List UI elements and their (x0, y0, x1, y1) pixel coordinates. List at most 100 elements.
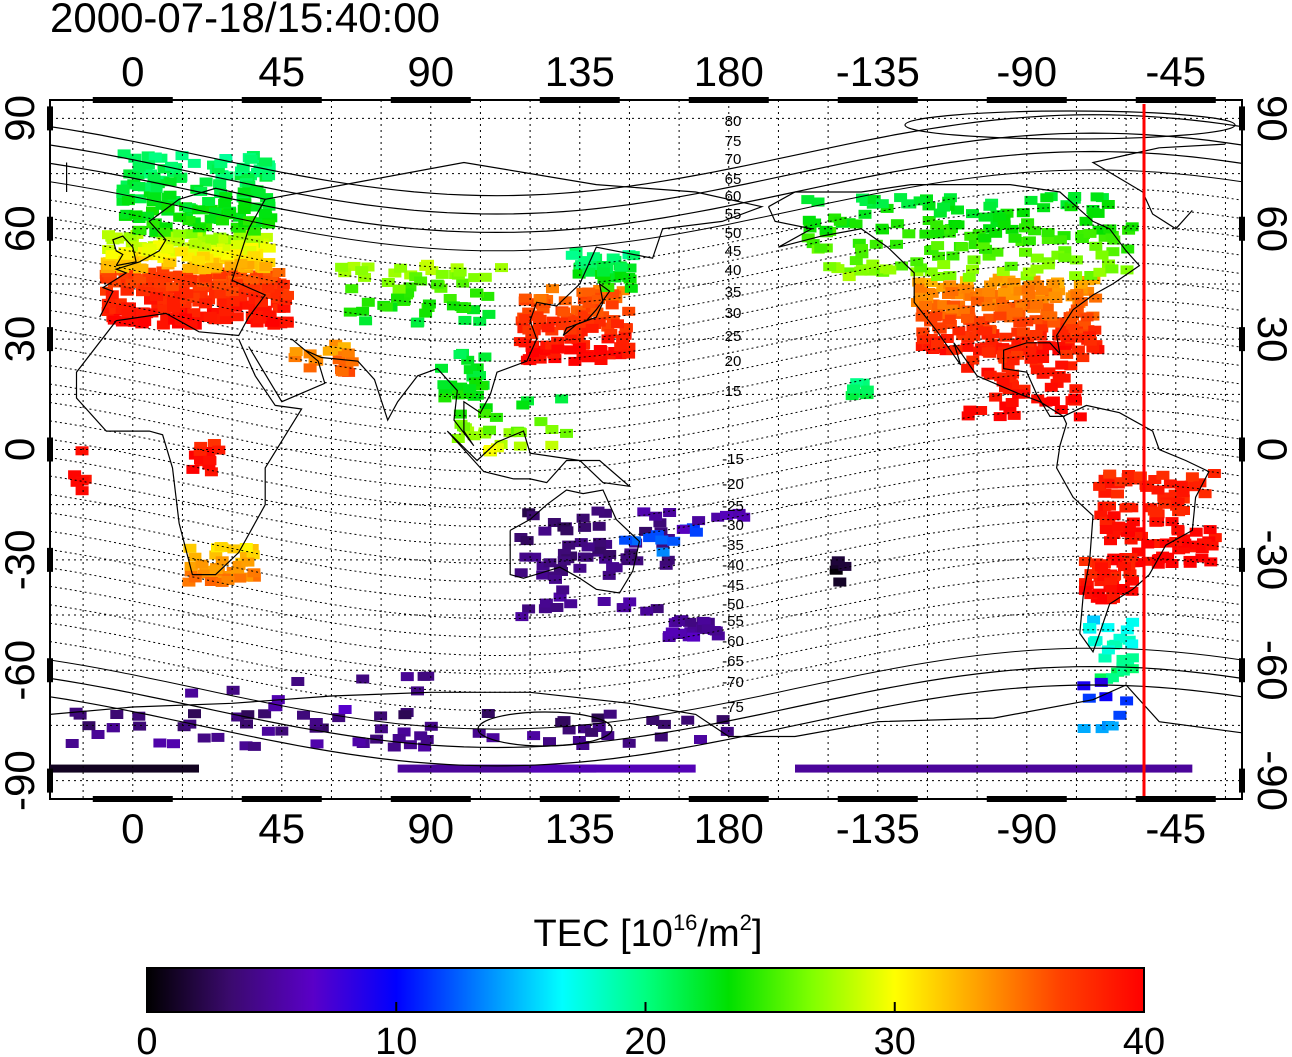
magnetic-contour (50, 114, 1242, 197)
tec-cell (811, 197, 825, 207)
tec-cell (105, 290, 119, 300)
tec-cell (1066, 324, 1080, 334)
tec-cell (1053, 235, 1067, 245)
tec-cell (141, 211, 155, 221)
tec-cell (593, 345, 607, 354)
tec-cell (514, 568, 528, 578)
tec-cell (557, 307, 571, 317)
tec-cell (916, 335, 930, 345)
tec-cell (966, 355, 980, 365)
tec-cell (247, 568, 261, 578)
tec-cell (381, 278, 395, 287)
tec-cell (110, 710, 124, 719)
tec-cell (199, 177, 213, 187)
tec-cell (1064, 316, 1078, 326)
tec-cell (153, 278, 167, 288)
contour-label: 35 (725, 284, 742, 301)
tec-cell (481, 291, 495, 301)
tec-polar-band (530, 764, 696, 773)
tec-cell (220, 171, 234, 181)
tec-cell (576, 513, 590, 523)
tec-cell (880, 203, 894, 213)
lat-tick-label-left: -60 (0, 640, 43, 701)
tec-cell (581, 353, 595, 363)
tec-cell (983, 201, 997, 211)
tec-cell (1064, 202, 1078, 212)
tec-cell (133, 194, 147, 204)
tec-cell (1116, 584, 1130, 593)
tec-cell (219, 192, 233, 202)
tec-cell (1124, 553, 1138, 563)
magnetic-contour (50, 592, 1242, 675)
tec-cell (616, 334, 630, 344)
tec-cell (135, 307, 149, 317)
tec-cell (649, 511, 663, 521)
tec-cell (1083, 623, 1096, 632)
tec-cell (237, 205, 251, 214)
tec-cell (167, 196, 181, 205)
tec-cell (352, 737, 366, 747)
lat-tick-label-left: -30 (0, 530, 43, 591)
bottom-axis-tick (241, 796, 322, 802)
tec-cell (996, 377, 1010, 387)
tec-cell (1131, 547, 1145, 557)
tec-cell (411, 686, 424, 696)
left-axis-tick (47, 327, 53, 352)
tec-cell (226, 297, 240, 307)
tec-cell (1105, 583, 1119, 593)
tec-cell (1101, 200, 1115, 209)
lon-tick-label-bottom: 45 (258, 805, 305, 852)
tec-cell (676, 524, 690, 534)
lat-tick-label-left: 30 (0, 316, 43, 363)
contour-label: 65 (725, 171, 742, 188)
tec-cell (1165, 517, 1179, 527)
tec-cell (173, 173, 187, 183)
tec-cell (241, 557, 255, 567)
tec-cell (469, 377, 483, 387)
magnetic-contour (50, 408, 1242, 491)
tec-cell (1107, 593, 1120, 603)
tec-cell (1089, 241, 1103, 251)
tec-cell (709, 626, 723, 636)
tec-cell (894, 193, 908, 203)
tec-cell (223, 208, 237, 218)
tec-cell (202, 460, 216, 470)
tec-cell (1005, 224, 1019, 234)
tec-cell (288, 353, 302, 363)
tec-cell (249, 270, 263, 280)
tec-cell (254, 241, 268, 251)
tec-cell (538, 526, 552, 536)
tec-cell (192, 205, 206, 215)
tec-cell (146, 206, 159, 216)
tec-cell (262, 310, 276, 320)
tec-cell (1009, 307, 1023, 317)
contour-label: -20 (722, 476, 744, 493)
tec-cell (414, 731, 428, 741)
lon-tick-label-bottom: 135 (545, 805, 615, 852)
tec-cell (1103, 469, 1117, 479)
tec-cell (1030, 365, 1044, 375)
tec-cell (443, 294, 457, 303)
tec-cell (1022, 236, 1036, 246)
tec-cell (279, 296, 292, 305)
colorbar-title-exp1: 16 (673, 910, 697, 935)
tec-cell (952, 326, 966, 336)
tec-cell (422, 299, 436, 309)
tec-cell (1105, 673, 1119, 683)
contour-label: 55 (725, 206, 742, 223)
right-axis-tick (1239, 658, 1245, 683)
top-axis-tick (390, 97, 471, 103)
tec-cell (1030, 253, 1044, 263)
tec-cell (603, 550, 617, 559)
tec-cell (997, 220, 1011, 230)
tec-cell (224, 261, 238, 271)
tec-cell (1094, 577, 1108, 587)
right-axis-tick (1239, 106, 1245, 131)
magnetic-contour (50, 316, 1242, 399)
tec-cell (683, 617, 697, 627)
tec-cell (388, 268, 402, 278)
tec-cell (962, 272, 976, 282)
right-axis-tick (1239, 216, 1245, 241)
tec-cell (1015, 302, 1029, 312)
tec-cell (234, 258, 248, 268)
